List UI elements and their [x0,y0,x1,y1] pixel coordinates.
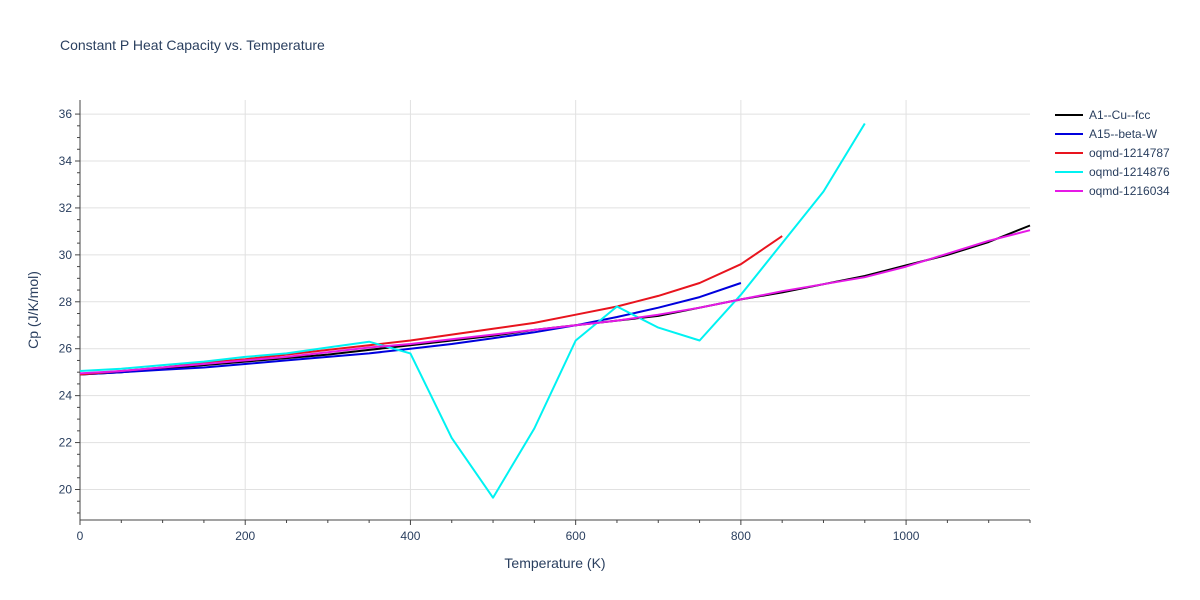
legend: A1--Cu--fcc A15--beta-W oqmd-1214787 oqmd-1… [1055,108,1170,198]
y-tick-label: 32 [59,201,73,215]
legend-label: A15--beta-W [1089,127,1158,141]
y-axis-label: Cp (J/K/mol) [25,271,41,349]
x-tick-label: 0 [77,529,84,543]
x-tick-label: 800 [731,529,751,543]
series-line-oqmd-1214876 [79,122,866,499]
legend-label: A1--Cu--fcc [1089,108,1150,122]
y-tick-label: 34 [59,154,73,168]
y-tick-label: 28 [59,295,73,309]
legend-label: oqmd-1214787 [1089,146,1170,160]
y-tick-label: 26 [59,342,73,356]
y-tick-label: 30 [59,248,73,262]
x-tick-label: 400 [400,529,420,543]
x-tick-label: 200 [235,529,255,543]
x-axis-label: Temperature (K) [504,555,605,571]
series-line-oqmd-1214787 [79,235,783,376]
plot-area [79,122,1031,499]
series-line-oqmd-1216034 [79,229,1031,375]
grid [80,100,1030,520]
x-tick-label: 600 [566,529,586,543]
y-tick-label: 24 [59,389,73,403]
legend-label: oqmd-1216034 [1089,184,1170,198]
axes: 0 200 400 600 800 1000 20 22 24 26 28 30 32 34 36 [59,100,1031,543]
series-line-A1--Cu--fcc [79,224,1031,376]
x-tick-label: 1000 [893,529,920,543]
y-tick-label: 20 [59,482,73,496]
y-tick-label: 22 [59,436,73,450]
legend-label: oqmd-1214876 [1089,165,1170,179]
chart-title: Constant P Heat Capacity vs. Temperature [60,37,325,53]
y-tick-label: 36 [59,107,73,121]
